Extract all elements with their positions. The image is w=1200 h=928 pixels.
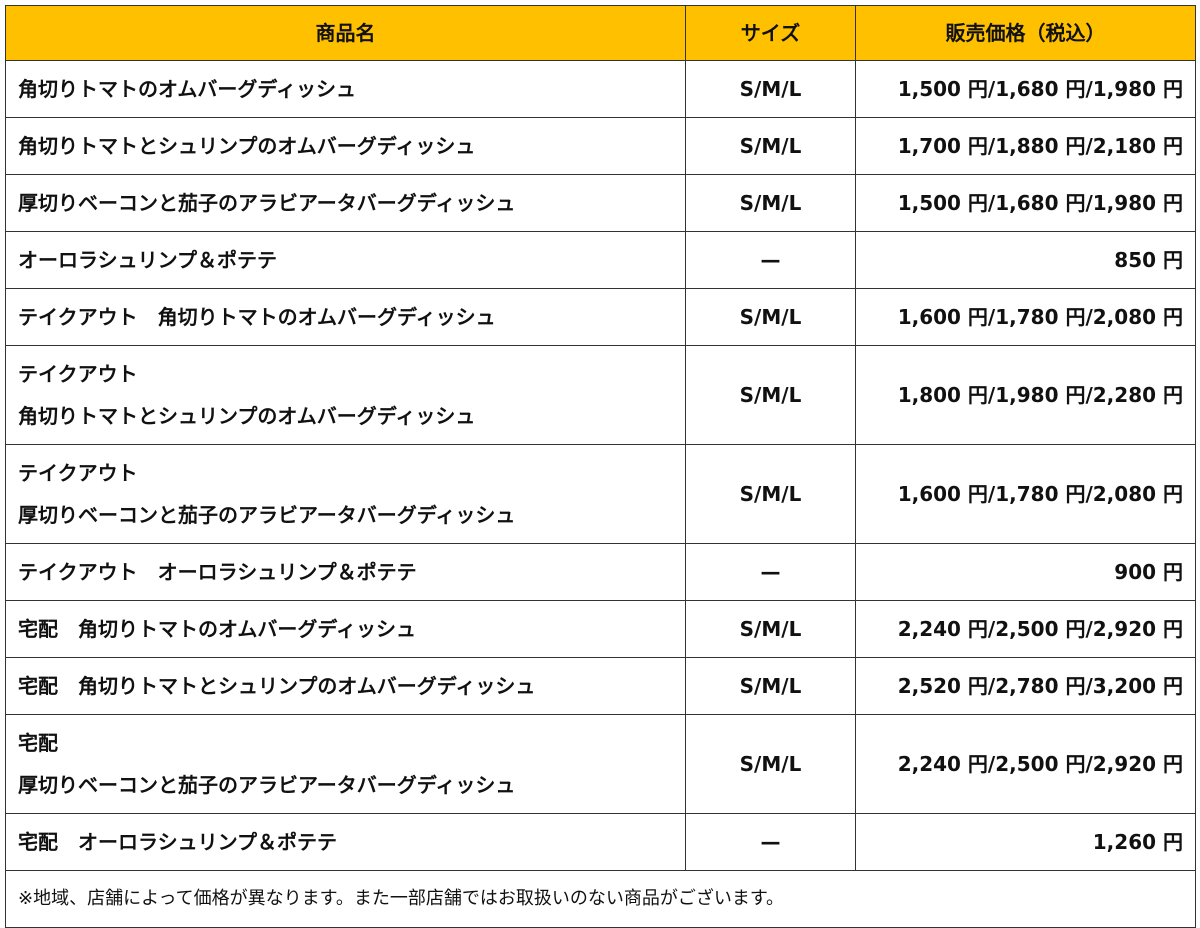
header-cell: サイズ bbox=[685, 5, 856, 61]
price: 2,520 円/2,780 円/3,200 円 bbox=[855, 657, 1196, 715]
table-row: テイクアウト 角切りトマトのオムバーグディッシュ S/M/L 1,600 円/1,7… bbox=[5, 288, 1196, 346]
product-name: テイクアウト オーロラシュリンプ＆ポテテ bbox=[5, 543, 686, 601]
price: 2,240 円/2,500 円/2,920 円 bbox=[855, 714, 1196, 814]
table-row: 厚切りベーコンと茄子のアラビアータバーグディッシュ S/M/L 1,500 円/1,… bbox=[5, 174, 1196, 232]
product-name: テイクアウト 角切りトマトとシュリンプのオムバーグディッシュ bbox=[5, 345, 686, 445]
size: S/M/L bbox=[685, 60, 856, 118]
table-row: テイクアウト 厚切りベーコンと茄子のアラビアータバーグディッシュ S/M/L 1,6… bbox=[5, 444, 1196, 544]
header-cell: 販売価格（税込） bbox=[855, 5, 1196, 61]
table-row: 角切りトマトとシュリンプのオムバーグディッシュ S/M/L 1,700 円/1,88… bbox=[5, 117, 1196, 175]
product-name: 宅配 オーロラシュリンプ＆ポテテ bbox=[5, 813, 686, 871]
size: S/M/L bbox=[685, 288, 856, 346]
size: S/M/L bbox=[685, 657, 856, 715]
size: S/M/L bbox=[685, 345, 856, 445]
table-row: 角切りトマトのオムバーグディッシュ S/M/L 1,500 円/1,680 円/1,… bbox=[5, 60, 1196, 118]
product-name: 角切りトマトのオムバーグディッシュ bbox=[5, 60, 686, 118]
note-row: ※地域、店舗によって価格が異なります。また一部店舗ではお取扱いのない商品がござい… bbox=[5, 870, 1196, 928]
table-row: 宅配 厚切りベーコンと茄子のアラビアータバーグディッシュ S/M/L 2,240 円… bbox=[5, 714, 1196, 814]
price: 850 円 bbox=[855, 231, 1196, 289]
product-name: テイクアウト 厚切りベーコンと茄子のアラビアータバーグディッシュ bbox=[5, 444, 686, 544]
size: S/M/L bbox=[685, 714, 856, 814]
product-name: 宅配 角切りトマトとシュリンプのオムバーグディッシュ bbox=[5, 657, 686, 715]
product-name: 厚切りベーコンと茄子のアラビアータバーグディッシュ bbox=[5, 174, 686, 232]
table-row: テイクアウト 角切りトマトとシュリンプのオムバーグディッシュ S/M/L 1,800… bbox=[5, 345, 1196, 445]
product-name: 宅配 角切りトマトのオムバーグディッシュ bbox=[5, 600, 686, 658]
table-row: 宅配 オーロラシュリンプ＆ポテテ —1,260 円 bbox=[5, 813, 1196, 871]
product-name: 角切りトマトとシュリンプのオムバーグディッシュ bbox=[5, 117, 686, 175]
table-row: 宅配 角切りトマトとシュリンプのオムバーグディッシュ S/M/L 2,520 円/2… bbox=[5, 657, 1196, 715]
price-table: 商品名 サイズ 販売価格（税込） 角切りトマトのオムバーグディッシュ S/M/L 1… bbox=[5, 5, 1196, 928]
product-name: 宅配 厚切りベーコンと茄子のアラビアータバーグディッシュ bbox=[5, 714, 686, 814]
price: 1,600 円/1,780 円/2,080 円 bbox=[855, 444, 1196, 544]
price: 1,260 円 bbox=[855, 813, 1196, 871]
size: S/M/L bbox=[685, 600, 856, 658]
size: — bbox=[685, 231, 856, 289]
table-row: 宅配 角切りトマトのオムバーグディッシュ S/M/L 2,240 円/2,500 円… bbox=[5, 600, 1196, 658]
header-row: 商品名 サイズ 販売価格（税込） bbox=[5, 5, 1196, 61]
size: S/M/L bbox=[685, 444, 856, 544]
table-body: 角切りトマトのオムバーグディッシュ S/M/L 1,500 円/1,680 円/1,… bbox=[5, 60, 1196, 871]
product-name: テイクアウト 角切りトマトのオムバーグディッシュ bbox=[5, 288, 686, 346]
header-cell: 商品名 bbox=[5, 5, 686, 61]
price: 1,500 円/1,680 円/1,980 円 bbox=[855, 60, 1196, 118]
note: ※地域、店舗によって価格が異なります。また一部店舗ではお取扱いのない商品がござい… bbox=[5, 870, 1196, 928]
price: 900 円 bbox=[855, 543, 1196, 601]
price: 1,500 円/1,680 円/1,980 円 bbox=[855, 174, 1196, 232]
price: 1,800 円/1,980 円/2,280 円 bbox=[855, 345, 1196, 445]
price: 1,700 円/1,880 円/2,180 円 bbox=[855, 117, 1196, 175]
size: S/M/L bbox=[685, 174, 856, 232]
price: 1,600 円/1,780 円/2,080 円 bbox=[855, 288, 1196, 346]
table-row: テイクアウト オーロラシュリンプ＆ポテテ —900 円 bbox=[5, 543, 1196, 601]
price: 2,240 円/2,500 円/2,920 円 bbox=[855, 600, 1196, 658]
size: S/M/L bbox=[685, 117, 856, 175]
table-row: オーロラシュリンプ＆ポテテ —850 円 bbox=[5, 231, 1196, 289]
product-name: オーロラシュリンプ＆ポテテ bbox=[5, 231, 686, 289]
size: — bbox=[685, 813, 856, 871]
size: — bbox=[685, 543, 856, 601]
